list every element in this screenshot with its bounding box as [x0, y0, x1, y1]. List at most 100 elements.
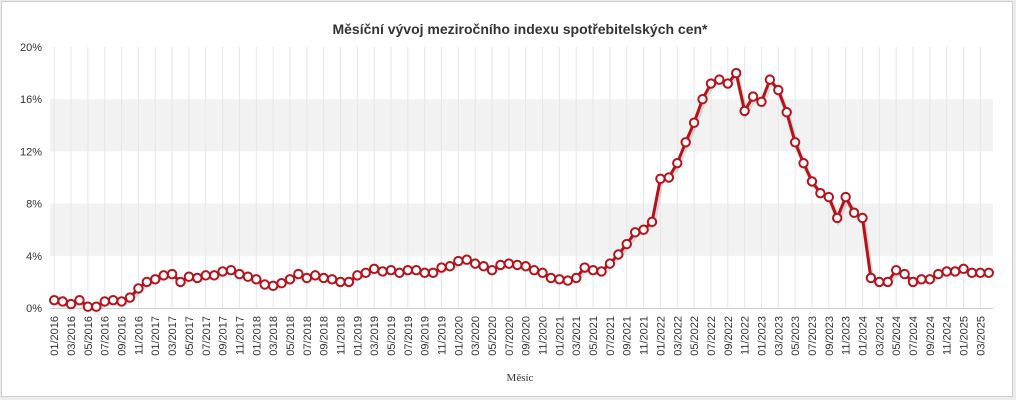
x-tick-label: 03/2018	[268, 316, 280, 356]
data-point	[571, 272, 582, 284]
data-point	[899, 268, 910, 280]
data-point	[781, 107, 792, 118]
data-point	[680, 137, 691, 148]
data-point	[688, 117, 700, 128]
data-point	[107, 294, 119, 306]
data-point	[638, 224, 649, 235]
data-point	[116, 296, 127, 307]
x-tick-label: 11/2017	[234, 316, 246, 355]
data-point	[175, 276, 186, 288]
data-point	[672, 157, 683, 169]
x-tick-label: 05/2017	[184, 316, 196, 356]
x-tick-label: 01/2016	[49, 316, 61, 356]
x-tick-label: 01/2017	[150, 316, 162, 356]
y-axis-ticks: 0% 4% 8% 12% 16% 20%	[20, 42, 42, 315]
data-point	[747, 91, 759, 102]
x-tick-label: 03/2025	[975, 316, 987, 356]
data-point	[368, 263, 380, 275]
x-tick-label: 11/2022	[740, 316, 752, 355]
data-point	[520, 261, 531, 272]
x-tick-label: 11/2016	[133, 316, 145, 355]
data-point	[789, 137, 801, 148]
plot-bands	[50, 99, 993, 256]
x-tick-label: 05/2021	[588, 316, 600, 356]
data-point	[310, 270, 321, 281]
data-point	[739, 105, 750, 117]
x-tick-label: 01/2019	[352, 316, 364, 356]
x-tick-label: 03/2022	[672, 316, 684, 356]
data-point	[225, 264, 237, 276]
plot-gridlines	[50, 47, 993, 309]
x-tick-label: 09/2022	[723, 316, 735, 356]
x-tick-label: 03/2021	[571, 316, 583, 356]
data-point	[427, 267, 439, 278]
data-point	[461, 254, 472, 265]
data-point	[402, 264, 414, 276]
x-tick-label: 07/2019	[403, 316, 415, 356]
data-point	[966, 267, 978, 278]
data-point	[554, 274, 565, 285]
data-point	[613, 249, 624, 260]
data-point	[183, 271, 195, 282]
y-tick-label: 20%	[20, 42, 42, 54]
data-point	[949, 266, 961, 277]
plot-band	[50, 99, 993, 152]
data-point	[242, 271, 254, 282]
x-tick-label: 11/2020	[538, 316, 550, 355]
data-point	[208, 270, 220, 281]
data-point	[722, 78, 733, 89]
data-point	[65, 298, 77, 310]
series-cpi	[49, 67, 994, 312]
y-tick-label: 12%	[20, 146, 42, 158]
data-point	[444, 261, 456, 272]
data-point	[82, 301, 94, 312]
data-point	[663, 172, 675, 183]
data-point	[705, 78, 717, 89]
x-axis-label: Měsíc	[507, 372, 534, 384]
data-point	[200, 270, 211, 281]
data-point	[756, 96, 767, 108]
data-point	[890, 264, 902, 276]
data-point	[217, 266, 228, 277]
data-point	[360, 267, 371, 278]
x-tick-label: 05/2019	[386, 316, 398, 356]
y-tick-label: 8%	[26, 199, 42, 211]
data-point	[933, 268, 944, 280]
data-point	[958, 263, 969, 275]
data-point	[874, 276, 885, 288]
data-point	[150, 274, 161, 285]
data-point	[848, 207, 860, 218]
data-point	[301, 272, 312, 284]
y-tick-label: 0%	[26, 303, 42, 315]
data-point	[882, 276, 893, 288]
x-tick-label: 07/2017	[201, 316, 213, 356]
data-point	[124, 292, 136, 303]
data-point	[714, 74, 725, 85]
data-point	[284, 274, 296, 285]
data-point	[251, 274, 262, 285]
data-point	[840, 191, 851, 203]
data-point	[166, 268, 178, 280]
data-point	[478, 261, 489, 272]
data-point	[158, 270, 169, 281]
data-point	[326, 274, 338, 285]
x-tick-label: 03/2024	[874, 316, 886, 356]
data-point	[924, 274, 936, 285]
x-tick-label: 01/2025	[959, 316, 971, 356]
data-point	[596, 266, 607, 277]
x-tick-label: 09/2023	[824, 316, 836, 356]
x-tick-label: 05/2018	[285, 316, 297, 356]
x-tick-label: 05/2023	[790, 316, 802, 356]
data-point	[587, 264, 599, 276]
data-point	[731, 67, 742, 79]
data-point	[697, 94, 708, 105]
x-tick-label: 03/2017	[167, 316, 179, 356]
x-tick-label: 11/2023	[841, 316, 853, 355]
data-point	[276, 278, 287, 289]
data-point	[579, 262, 590, 273]
data-point	[545, 272, 557, 284]
data-point	[293, 268, 304, 280]
data-point	[486, 264, 498, 276]
data-point	[57, 296, 68, 307]
